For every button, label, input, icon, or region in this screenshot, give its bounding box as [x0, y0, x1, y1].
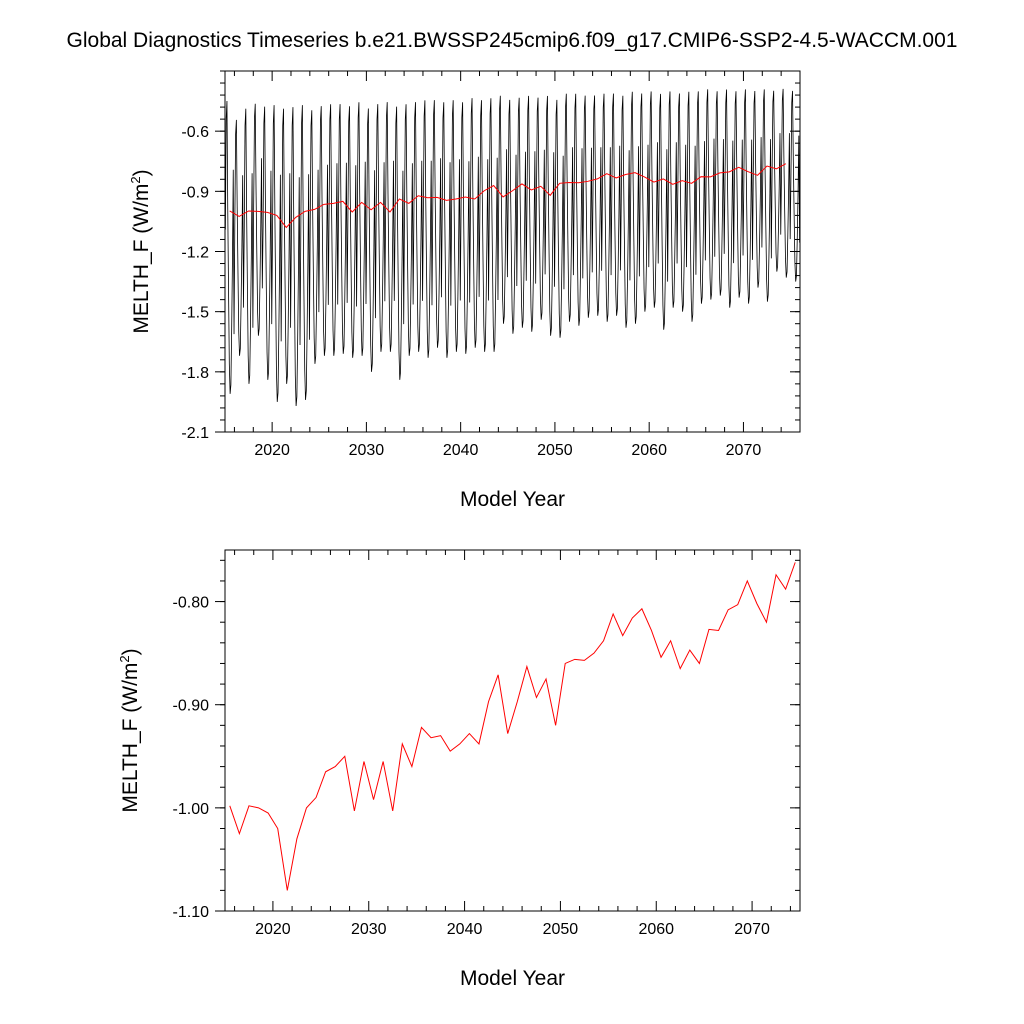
y-tick-label: -2.1: [181, 425, 209, 442]
y-axis-label: MELTH_F (W/m2): [128, 169, 153, 333]
y-tick-label: -1.8: [181, 365, 209, 382]
x-tick-label: 2030: [349, 442, 385, 459]
x-tick-label: 2040: [443, 442, 479, 459]
y-tick-label: -1.5: [181, 305, 209, 322]
annual-mean-series-line: [229, 163, 787, 229]
monthly-series-line: [225, 88, 800, 406]
y-tick-label: -0.9: [181, 184, 209, 201]
x-tick-label: 2060: [631, 442, 667, 459]
chart-title: Global Diagnostics Timeseries b.e21.BWSS…: [66, 29, 958, 52]
x-tick-label: 2050: [537, 442, 573, 459]
x-tick-label: 2020: [254, 442, 290, 459]
x-tick-label: 2070: [726, 442, 762, 459]
x-axis-label: Model Year: [460, 488, 565, 511]
y-tick-label: -0.6: [181, 124, 209, 141]
y-tick-label: -1.2: [181, 245, 209, 262]
